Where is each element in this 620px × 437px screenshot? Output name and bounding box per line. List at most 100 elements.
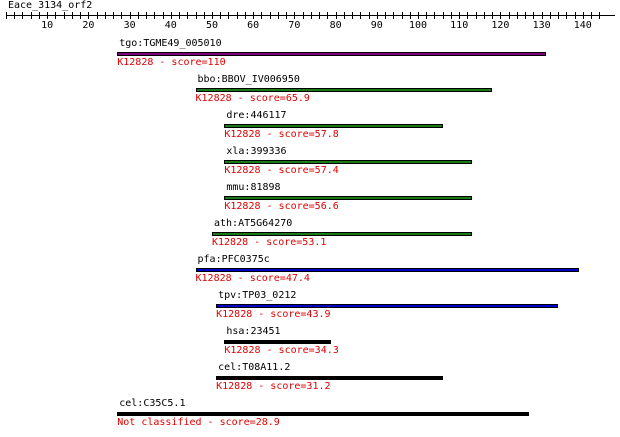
hit-name[interactable]: bbo:BBOV_IV006950 bbox=[197, 74, 300, 85]
hit-bar[interactable] bbox=[224, 160, 472, 164]
hit-bar[interactable] bbox=[195, 268, 579, 272]
ruler-tick bbox=[38, 12, 40, 19]
ruler-tick bbox=[310, 12, 312, 19]
ruler-tick bbox=[319, 12, 321, 19]
ruler-tick-label: 10 bbox=[41, 20, 54, 31]
ruler-tick bbox=[228, 12, 230, 19]
ruler-tick-label: 80 bbox=[329, 20, 342, 31]
ruler-tick bbox=[591, 12, 593, 19]
hit-name[interactable]: ath:AT5G64270 bbox=[214, 218, 293, 229]
ruler-tick bbox=[549, 12, 551, 19]
ruler-tick bbox=[352, 12, 354, 19]
ruler-tick bbox=[212, 12, 213, 19]
ruler-axis bbox=[6, 15, 615, 16]
ruler-tick bbox=[146, 12, 148, 19]
ruler-tick bbox=[277, 12, 279, 19]
ruler-tick bbox=[220, 12, 222, 19]
ruler-tick bbox=[121, 12, 123, 19]
ruler-tick bbox=[368, 12, 370, 19]
hit-score: K12828 - score=57.8 bbox=[224, 129, 339, 140]
hit-name[interactable]: cel:C35C5.1 bbox=[119, 398, 186, 409]
hit-score: Not classified - score=28.9 bbox=[117, 417, 280, 428]
ruler-tick bbox=[599, 12, 601, 19]
ruler-tick bbox=[137, 12, 139, 19]
hit-name[interactable]: cel:T08A11.2 bbox=[218, 362, 291, 373]
ruler-tick bbox=[500, 12, 502, 19]
ruler-tick bbox=[492, 12, 494, 19]
hit-bar[interactable] bbox=[117, 412, 530, 416]
ruler-tick bbox=[459, 12, 461, 19]
ruler-tick bbox=[96, 12, 98, 19]
ruler-tick bbox=[253, 12, 255, 19]
ruler-tick bbox=[409, 12, 411, 19]
hit-name[interactable]: tpv:TP03_0212 bbox=[218, 290, 297, 301]
hit-name[interactable]: tgo:TGME49_005010 bbox=[119, 38, 222, 49]
ruler-tick bbox=[343, 12, 345, 19]
ruler-tick bbox=[30, 12, 32, 19]
ruler-tick bbox=[442, 12, 444, 19]
ruler-tick bbox=[418, 12, 419, 19]
ruler-tick bbox=[385, 12, 387, 19]
ruler-tick bbox=[80, 12, 82, 19]
hit-bar[interactable] bbox=[224, 196, 472, 200]
ruler-tick-label: 120 bbox=[491, 20, 510, 31]
hit-bar[interactable] bbox=[224, 340, 332, 344]
ruler-tick bbox=[55, 12, 57, 19]
ruler-tick bbox=[71, 12, 73, 19]
ruler-tick bbox=[401, 12, 403, 19]
hit-bar[interactable] bbox=[216, 376, 443, 380]
hit-bar[interactable] bbox=[195, 88, 493, 92]
ruler-tick bbox=[162, 12, 164, 19]
hit-bar[interactable] bbox=[216, 304, 559, 308]
ruler-tick-label: 140 bbox=[573, 20, 592, 31]
ruler-tick bbox=[187, 12, 189, 19]
ruler-tick bbox=[269, 12, 271, 19]
ruler-tick-label: 90 bbox=[370, 20, 383, 31]
hit-name[interactable]: dre:446117 bbox=[226, 110, 287, 121]
hit-name[interactable]: hsa:23451 bbox=[226, 326, 281, 337]
hit-score: K12828 - score=43.9 bbox=[216, 309, 331, 320]
hit-name[interactable]: xla:399336 bbox=[226, 146, 287, 157]
ruler-tick-label: 20 bbox=[82, 20, 95, 31]
ruler-tick bbox=[286, 12, 288, 19]
ruler-tick bbox=[63, 12, 65, 19]
ruler-tick-label: 130 bbox=[532, 20, 551, 31]
ruler-tick bbox=[294, 12, 296, 19]
ruler-tick bbox=[129, 12, 131, 19]
hit-name[interactable]: mmu:81898 bbox=[226, 182, 281, 193]
ruler-tick bbox=[360, 12, 362, 19]
hit-score: K12828 - score=31.2 bbox=[216, 381, 331, 392]
ruler-tick bbox=[558, 12, 560, 19]
ruler-tick bbox=[88, 12, 90, 19]
hit-score: K12828 - score=110 bbox=[117, 57, 226, 68]
hit-score: K12828 - score=57.4 bbox=[224, 165, 339, 176]
ruler-tick bbox=[467, 12, 469, 19]
ruler-tick bbox=[22, 12, 24, 19]
ruler-tick-label: 60 bbox=[247, 20, 260, 31]
ruler-tick bbox=[195, 12, 197, 19]
hit-bar[interactable] bbox=[212, 232, 472, 236]
ruler-tick-label: 70 bbox=[288, 20, 301, 31]
ruler-tick bbox=[483, 12, 485, 19]
hit-name[interactable]: pfa:PFC0375c bbox=[197, 254, 270, 265]
ruler-tick bbox=[434, 12, 436, 19]
ruler-tick bbox=[302, 12, 304, 19]
ruler-tick bbox=[574, 12, 576, 19]
ruler-tick-label: 40 bbox=[164, 20, 177, 31]
ruler-tick bbox=[541, 12, 543, 19]
hit-score: K12828 - score=53.1 bbox=[212, 237, 327, 248]
ruler-tick bbox=[426, 12, 428, 19]
hit-score: K12828 - score=65.9 bbox=[195, 93, 310, 104]
ruler-tick bbox=[179, 12, 181, 19]
ruler-tick bbox=[335, 12, 337, 19]
ruler-tick bbox=[261, 12, 263, 19]
ruler-tick bbox=[236, 12, 238, 19]
ruler-tick bbox=[6, 12, 7, 19]
ruler-tick bbox=[376, 12, 378, 19]
hit-bar[interactable] bbox=[224, 124, 443, 128]
ruler-tick bbox=[244, 12, 246, 19]
query-title: Eace_3134_orf2 bbox=[8, 0, 93, 11]
hit-score: K12828 - score=56.6 bbox=[224, 201, 339, 212]
ruler-tick bbox=[113, 12, 115, 19]
hit-bar[interactable] bbox=[117, 52, 546, 56]
